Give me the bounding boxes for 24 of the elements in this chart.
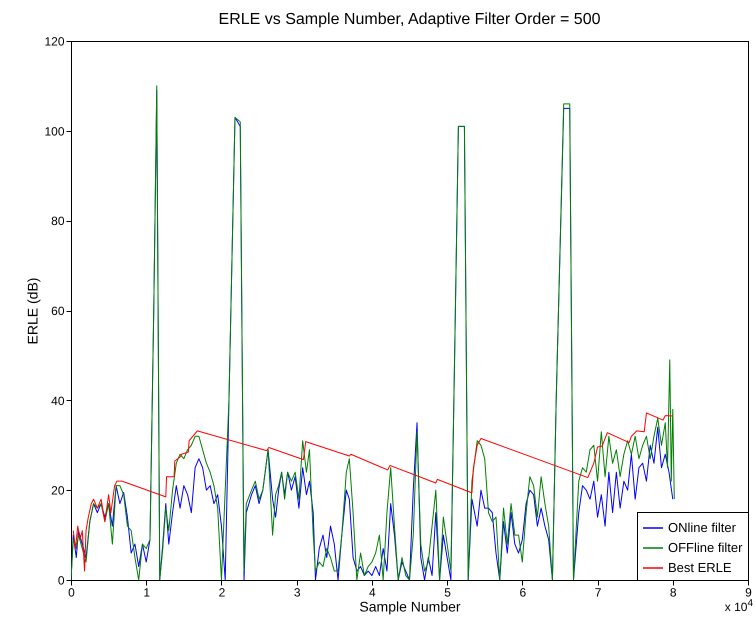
chart-title: ERLE vs Sample Number, Adaptive Filter Order = 500 (218, 11, 601, 28)
x-tick-label: 8 (670, 586, 677, 600)
x-tick-label: 1 (143, 586, 150, 600)
x-tick-label: 9 (745, 586, 752, 600)
text: x 10$^{4}$ (724, 598, 753, 614)
y-tick-label: 20 (51, 484, 65, 498)
x-tick-label: 4 (369, 586, 376, 600)
y-axis-title: ERLE (dB) (24, 278, 40, 344)
x-tick-label: 0 (68, 586, 76, 600)
y-tick-label: 100 (44, 124, 65, 138)
y-tick-label: 80 (51, 214, 65, 228)
y-tick-label: 120 (44, 34, 65, 48)
legend-label: OFFline filter (668, 540, 744, 555)
legend-label: ONline filter (668, 520, 737, 535)
x-tick-label: 2 (218, 586, 226, 600)
x-axis-title: Sample Number (359, 598, 461, 614)
y-tick-label: 0 (58, 574, 65, 588)
y-tick-label: 40 (51, 394, 65, 408)
legend-label: Best ERLE (668, 560, 732, 575)
x-tick-label: 7 (594, 586, 602, 600)
x-tick-label: 6 (519, 586, 526, 600)
y-tick-label: 60 (51, 304, 65, 318)
x-tick-label: 5 (444, 586, 452, 600)
x-tick-label: 3 (294, 586, 301, 600)
